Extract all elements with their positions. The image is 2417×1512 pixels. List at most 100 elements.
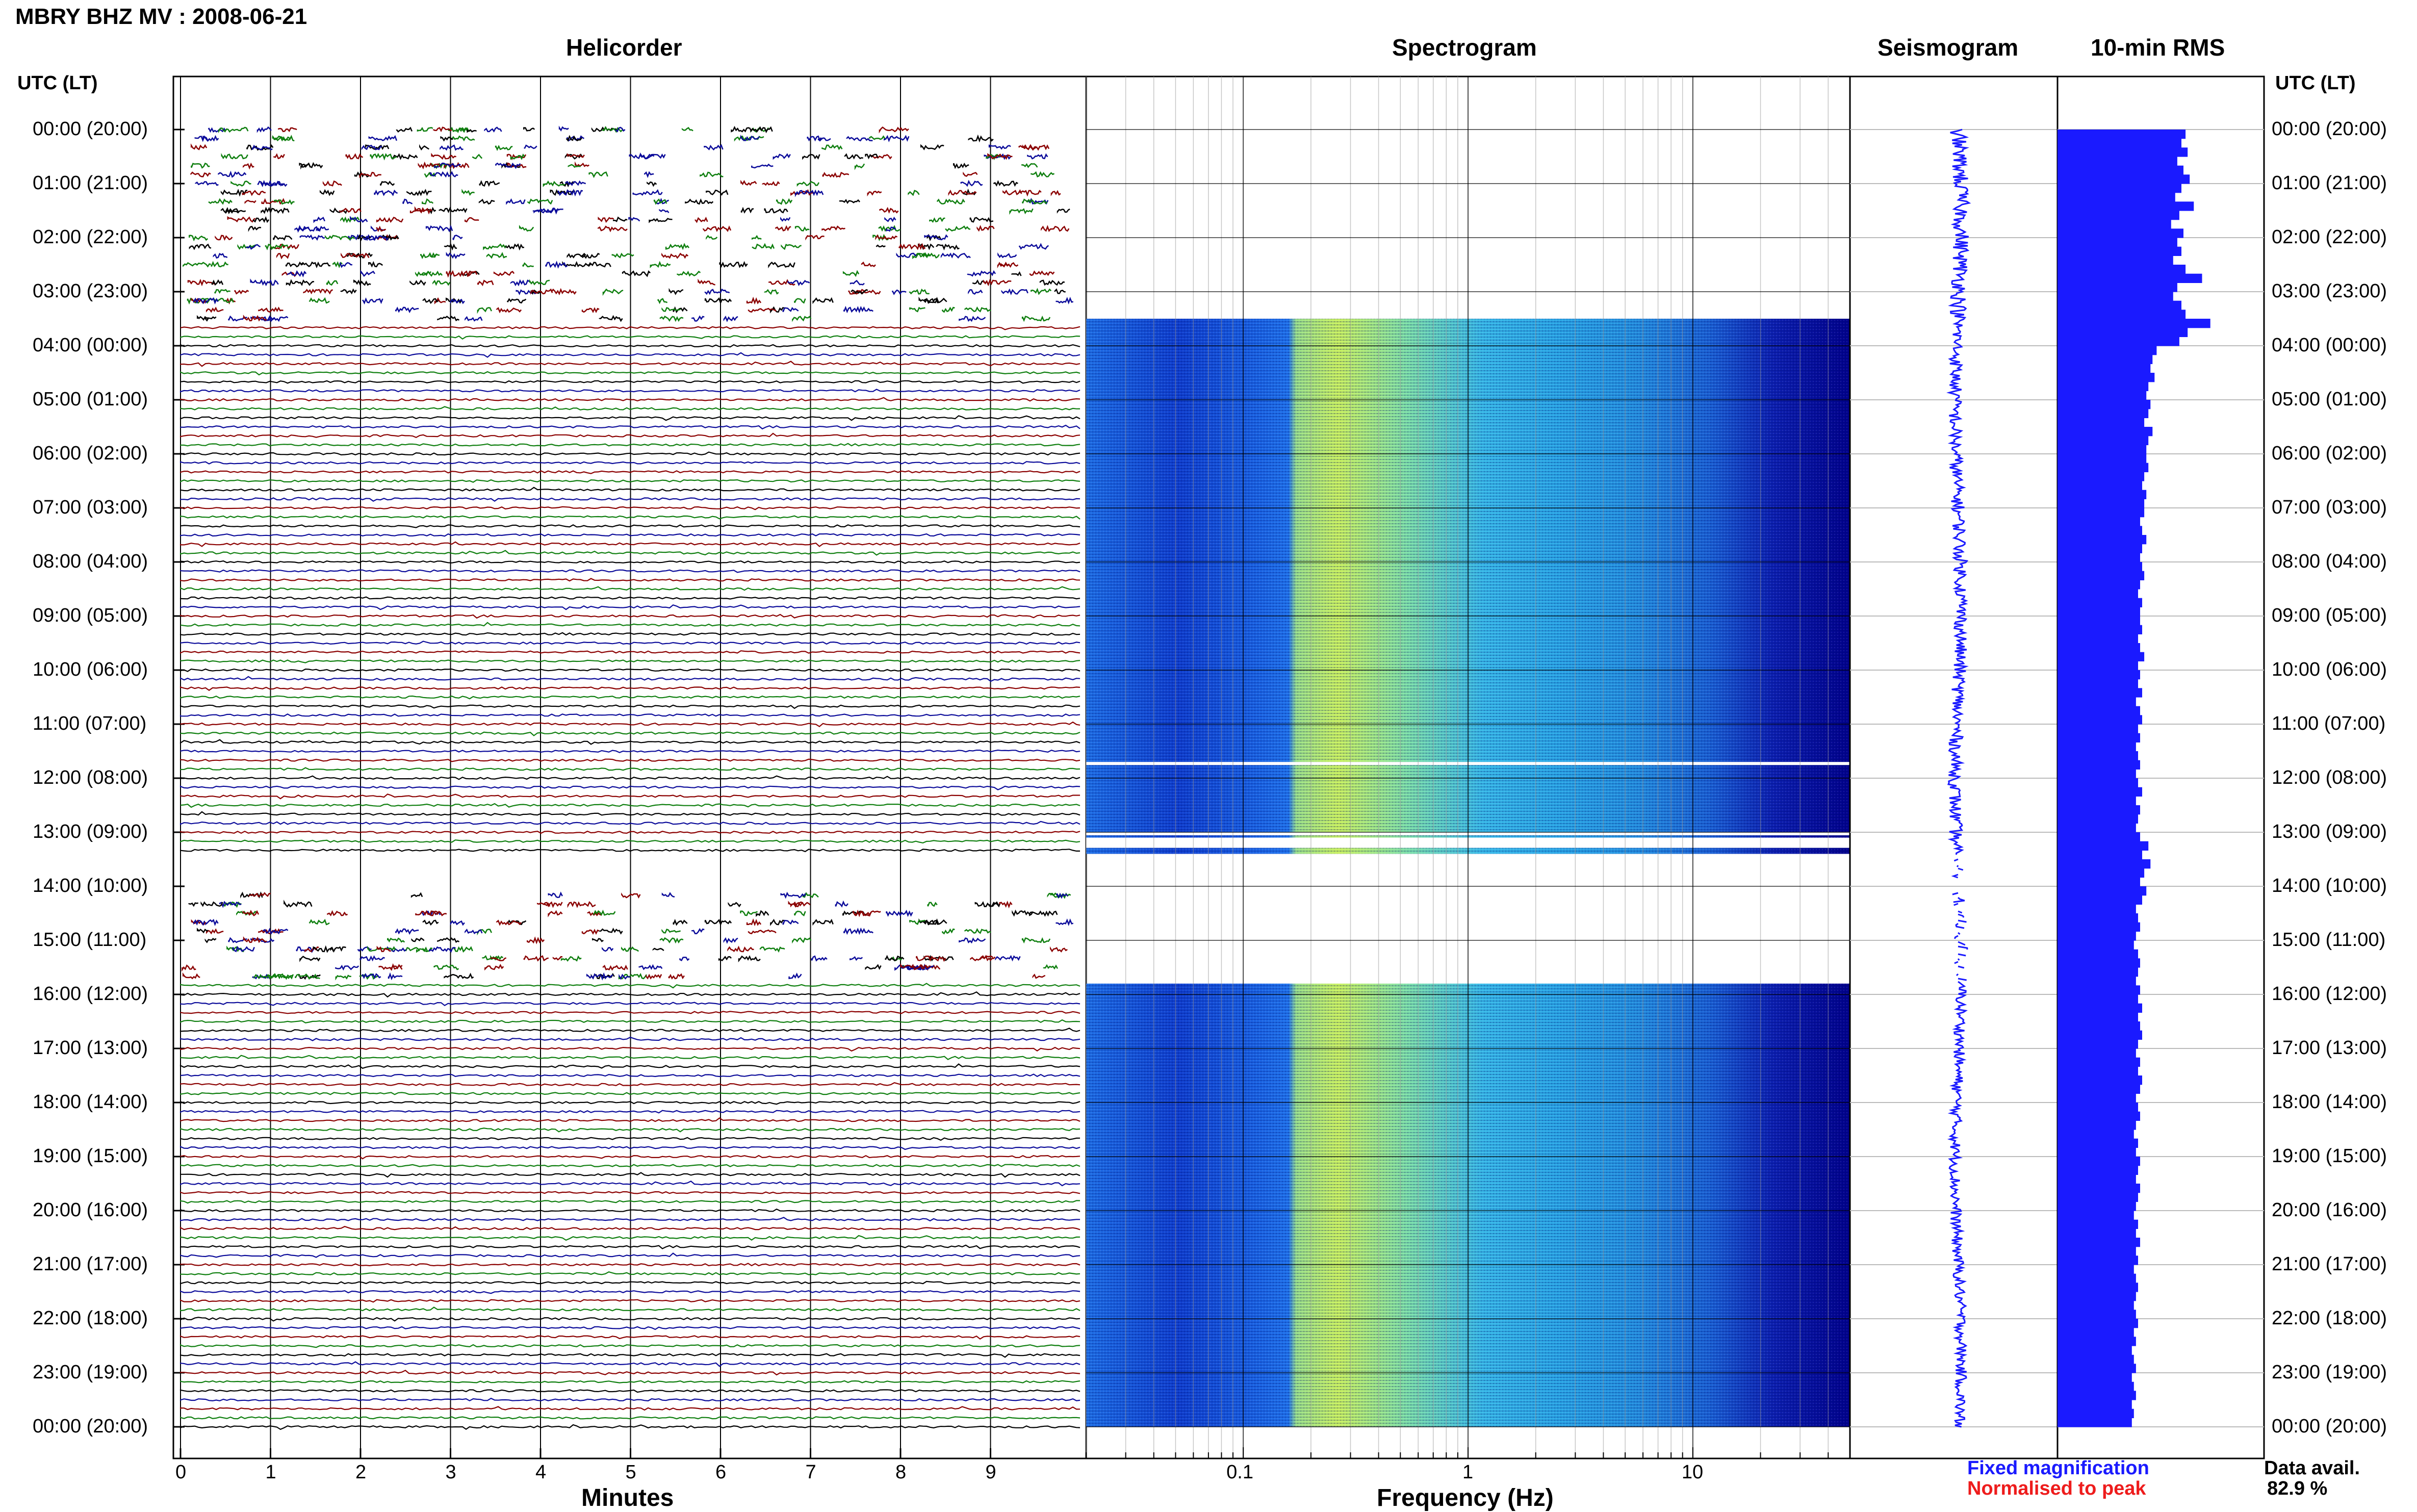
helicorder-trace-fragment [533,207,563,214]
rms-bar [2058,265,2186,274]
rms-bar [2058,283,2177,292]
helicorder-trace [179,659,1081,663]
helicorder-trace-fragment [661,252,689,259]
helicorder-trace-fragment [999,901,1013,909]
rms-bar [2058,1066,2138,1076]
helicorder-trace-fragment [368,135,397,141]
minutes-tick-label: 6 [715,1462,727,1483]
time-label-left: 07:00 (03:00) [33,497,148,518]
helicorder-trace-fragment [452,235,463,240]
helicorder-trace-fragment [424,171,436,178]
time-label-right: 08:00 (04:00) [2272,551,2387,572]
helicorder-trace-fragment [415,271,432,277]
rms-bar [2058,535,2147,545]
helicorder-trace-fragment [704,297,732,304]
helicorder-trace-fragment [738,955,761,963]
helicorder-trace-fragment [202,135,219,142]
minutes-tick-label: 1 [265,1462,276,1483]
rms-bar [2058,877,2140,887]
helicorder-trace [179,650,1081,654]
helicorder-trace-fragment [557,189,583,197]
helicorder-trace-fragment [821,144,843,150]
helicorder-trace-fragment [850,279,865,286]
helicorder-trace-fragment [191,162,210,169]
helicorder-trace-fragment [599,315,623,322]
helicorder-trace-fragment [449,135,475,142]
helicorder-trace-fragment [817,137,831,142]
rms-bar [2058,1048,2136,1058]
helicorder-trace [179,1117,1081,1122]
time-label-left: 22:00 (18:00) [33,1308,148,1329]
time-label-left: 15:00 (11:00) [33,929,147,951]
helicorder-trace-fragment [602,964,628,971]
helicorder-trace-fragment [205,297,219,304]
helicorder-trace-fragment [388,972,403,981]
helicorder-trace-fragment [560,955,582,962]
helicorder-trace [179,713,1081,717]
helicorder-trace-fragment [746,296,762,305]
helicorder-trace-fragment [322,180,342,187]
rms-bar [2058,463,2149,472]
time-label-left: 03:00 (23:00) [33,280,148,302]
helicorder-trace-fragment [691,315,705,322]
helicorder-trace-fragment [790,902,804,908]
helicorder-trace-fragment [719,261,748,268]
rms-bar [2058,310,2186,319]
helicorder-trace-fragment [587,262,611,268]
helicorder-trace-fragment [964,306,991,313]
time-label-right: 00:00 (20:00) [2272,1416,2387,1437]
helicorder-trace-fragment [948,189,977,196]
time-label-right: 16:00 (12:00) [2272,983,2387,1005]
time-label-right: 19:00 (15:00) [2272,1145,2387,1167]
helicorder-trace-fragment [477,307,493,314]
rms-bar [2058,373,2155,382]
rms-bar [2058,742,2136,752]
helicorder-trace-fragment [242,190,266,196]
rms-bar [2058,1211,2134,1220]
helicorder-trace-fragment [429,946,456,953]
helicorder-trace-fragment [865,153,879,160]
helicorder-trace-fragment [970,955,996,961]
helicorder-trace-fragment [376,945,391,953]
helicorder-trace-fragment [415,910,440,916]
helicorder-trace-fragment [552,956,563,961]
rms-title: 10-min RMS [2091,34,2225,61]
helicorder-trace-fragment [405,946,420,952]
helicorder-trace [179,550,1081,556]
helicorder-trace [179,344,1081,348]
rms-bar [2058,1120,2136,1130]
helicorder-trace-fragment [429,252,440,258]
helicorder-trace-fragment [764,208,788,214]
rms-bar [2058,706,2140,715]
helicorder-trace [179,721,1081,728]
helicorder-trace-fragment [644,171,654,178]
helicorder-trace-fragment [940,252,971,259]
helicorder-trace-fragment [587,911,602,916]
helicorder-trace-fragment [632,189,663,196]
helicorder-trace-fragment [927,902,938,907]
rms-bar [2058,1381,2134,1391]
helicorder-trace [179,1271,1081,1275]
helicorder-trace-fragment [243,314,267,322]
rms-bar [2058,679,2138,688]
helicorder-trace-fragment [1021,315,1051,322]
helicorder-trace-fragment [204,938,217,943]
rms-bar [2058,1283,2138,1292]
helicorder-trace-fragment [1056,918,1074,926]
helicorder-trace [179,352,1081,358]
helicorder-trace-fragment [652,947,664,952]
rms-bar [2058,841,2149,851]
helicorder-trace-fragment [731,125,752,133]
helicorder-trace [179,361,1081,367]
time-label-right: 22:00 (18:00) [2272,1308,2387,1329]
helicorder-trace-fragment [496,307,522,314]
helicorder-trace-fragment [923,955,954,962]
helicorder-trace [179,1217,1080,1222]
helicorder-trace-fragment [794,298,806,304]
time-label-right: 14:00 (10:00) [2272,875,2387,896]
helicorder-trace-fragment [867,190,882,197]
time-label-right: 00:00 (20:00) [2272,118,2387,140]
helicorder-trace-fragment [802,892,819,899]
helicorder-trace [179,695,1081,700]
helicorder-trace-fragment [406,189,432,196]
